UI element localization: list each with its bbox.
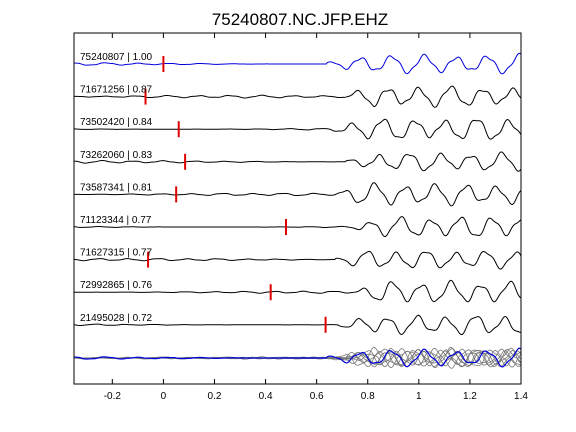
trace-label: 71123344 | 0.77 (80, 215, 152, 226)
x-tick-label: 0.6 (310, 391, 324, 402)
x-tick-label: 1.2 (463, 391, 477, 402)
x-tick-label: 1 (416, 391, 422, 402)
trace-label: 71627315 | 0.77 (80, 248, 153, 259)
x-tick-label: 0.2 (208, 391, 222, 402)
trace-label: 21495028 | 0.72 (80, 313, 153, 324)
trace-label: 75240807 | 1.00 (80, 52, 153, 63)
labels-layer: 75240807 | 1.00 71671256 | 0.87 73502420 |… (80, 52, 153, 324)
x-tick-label: 0.8 (361, 391, 375, 402)
x-tick-label: -0.2 (104, 391, 122, 402)
trace-label: 73262060 | 0.83 (80, 150, 153, 161)
chart-title: 75240807.NC.JFP.EHZ (212, 10, 388, 29)
trace-label: 71671256 | 0.87 (80, 85, 153, 96)
trace-label: 73587341 | 0.81 (80, 182, 153, 193)
x-tick-label: 0 (161, 391, 167, 402)
trace-label: 73502420 | 0.84 (80, 117, 153, 128)
trace-label: 72992865 | 0.76 (80, 280, 153, 291)
x-tick-label: 1.4 (514, 391, 528, 402)
x-tick-label: 0.4 (259, 391, 273, 402)
